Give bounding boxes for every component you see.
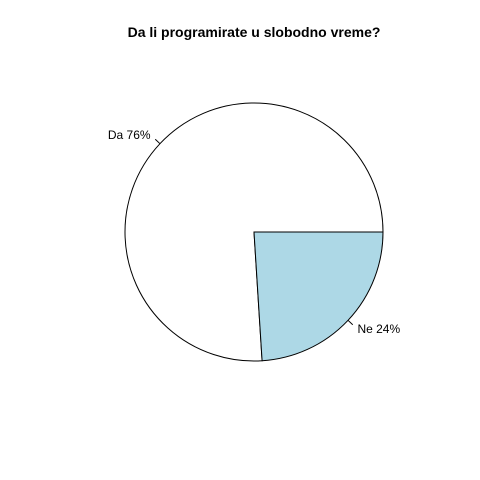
pie-slice-1 bbox=[253, 231, 384, 362]
chart-title: Da li programirate u slobodno vreme? bbox=[128, 24, 381, 40]
pie-slices bbox=[124, 102, 384, 362]
pie-label-tick-1 bbox=[347, 319, 354, 326]
pie-labels: Da 76% Ne 24% bbox=[108, 128, 401, 336]
pie-label-1: Ne 24% bbox=[357, 322, 400, 336]
pie-label-tick-0 bbox=[154, 138, 161, 145]
pie-label-0: Da 76% bbox=[108, 128, 151, 142]
